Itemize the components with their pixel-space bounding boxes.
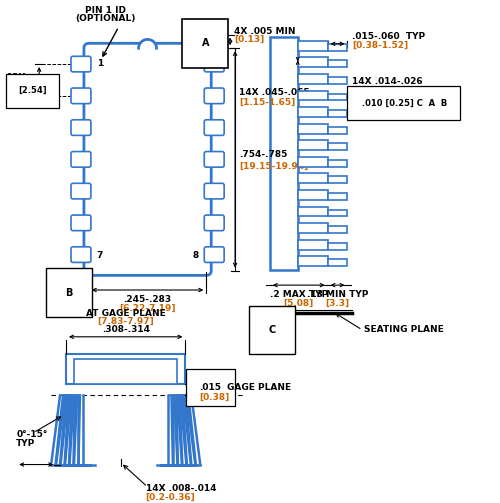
Bar — [298, 41, 328, 51]
FancyBboxPatch shape — [71, 120, 91, 135]
Text: 7: 7 — [97, 251, 103, 260]
Bar — [328, 160, 347, 166]
Bar — [298, 240, 328, 249]
Text: SEATING PLANE: SEATING PLANE — [364, 325, 444, 334]
Text: B: B — [66, 288, 72, 298]
Bar — [328, 143, 347, 150]
Bar — [328, 77, 347, 84]
Bar — [298, 174, 328, 183]
Text: [0.38]: [0.38] — [200, 393, 230, 402]
Bar — [298, 140, 328, 150]
Bar — [328, 259, 347, 266]
FancyBboxPatch shape — [204, 183, 224, 199]
Bar — [66, 354, 186, 384]
Text: 0°-15°: 0°-15° — [16, 430, 48, 439]
Text: [6.22-7.19]: [6.22-7.19] — [120, 304, 176, 313]
Bar — [298, 91, 328, 101]
Bar — [328, 243, 347, 249]
Text: GAGE PLANE: GAGE PLANE — [227, 383, 292, 392]
Bar — [298, 223, 328, 233]
Text: ⊕: ⊕ — [350, 98, 358, 108]
Bar — [328, 60, 347, 67]
FancyBboxPatch shape — [71, 151, 91, 167]
Text: 4X .005 MIN: 4X .005 MIN — [234, 28, 296, 37]
Text: A: A — [202, 38, 209, 48]
Text: 14X .008-.014: 14X .008-.014 — [146, 484, 216, 493]
FancyBboxPatch shape — [204, 56, 224, 72]
Text: .015-.060  TYP: .015-.060 TYP — [352, 32, 426, 41]
Text: 8: 8 — [192, 251, 198, 260]
FancyBboxPatch shape — [71, 183, 91, 199]
FancyBboxPatch shape — [204, 247, 224, 263]
Text: 1: 1 — [97, 58, 103, 67]
Bar — [298, 124, 328, 133]
Text: C: C — [268, 325, 276, 335]
Bar — [328, 94, 347, 101]
Text: 12X: 12X — [6, 72, 26, 81]
Bar — [328, 193, 347, 200]
Bar — [270, 37, 297, 270]
Bar — [298, 74, 328, 84]
Text: [0.36-0.66]: [0.36-0.66] — [352, 87, 408, 96]
Bar — [298, 157, 328, 166]
Bar — [328, 226, 347, 233]
FancyBboxPatch shape — [204, 151, 224, 167]
Text: (OPTIONAL): (OPTIONAL) — [76, 14, 136, 23]
Bar — [328, 44, 347, 51]
Bar — [328, 210, 347, 216]
Text: 14X .014-.026: 14X .014-.026 — [352, 77, 423, 87]
Text: [1.15-1.65]: [1.15-1.65] — [239, 98, 296, 107]
Text: .245-.283: .245-.283 — [124, 295, 172, 304]
Text: [3.3]: [3.3] — [326, 299, 349, 308]
FancyBboxPatch shape — [71, 56, 91, 72]
FancyBboxPatch shape — [71, 88, 91, 104]
Bar — [298, 190, 328, 200]
Text: AT GAGE PLANE: AT GAGE PLANE — [86, 309, 166, 318]
FancyBboxPatch shape — [204, 215, 224, 231]
Bar — [298, 57, 328, 67]
Text: [19.15-19.94]: [19.15-19.94] — [239, 161, 308, 171]
FancyBboxPatch shape — [71, 247, 91, 263]
Bar — [328, 127, 347, 133]
Bar — [328, 177, 347, 183]
Bar — [298, 257, 328, 266]
FancyBboxPatch shape — [84, 43, 211, 275]
Bar — [74, 359, 178, 384]
Text: [0.2-0.36]: [0.2-0.36] — [146, 493, 196, 502]
Bar — [328, 110, 347, 117]
Text: [0.13]: [0.13] — [234, 35, 264, 44]
Text: .2 MAX TYP: .2 MAX TYP — [270, 290, 328, 299]
Bar — [298, 207, 328, 216]
Text: .13 MIN TYP: .13 MIN TYP — [307, 290, 368, 299]
Text: [0.38-1.52]: [0.38-1.52] — [352, 41, 408, 50]
FancyBboxPatch shape — [71, 215, 91, 231]
Text: [7.83-7.97]: [7.83-7.97] — [98, 317, 154, 326]
Text: 14: 14 — [186, 58, 198, 67]
FancyBboxPatch shape — [204, 120, 224, 135]
FancyBboxPatch shape — [204, 88, 224, 104]
Text: [5.08]: [5.08] — [284, 299, 314, 308]
Polygon shape — [138, 39, 156, 48]
Text: .754-.785: .754-.785 — [239, 150, 288, 159]
Text: .010 [0.25] C  A  B: .010 [0.25] C A B — [360, 99, 448, 108]
Text: [2.54]: [2.54] — [18, 86, 47, 95]
Text: PIN 1 ID: PIN 1 ID — [86, 6, 126, 15]
Text: .015: .015 — [200, 383, 222, 392]
Text: TYP: TYP — [16, 439, 36, 448]
Text: 14X .045-.065: 14X .045-.065 — [239, 88, 310, 97]
Text: .308-.314: .308-.314 — [102, 325, 150, 334]
Bar — [298, 107, 328, 117]
Text: .100: .100 — [18, 78, 40, 88]
